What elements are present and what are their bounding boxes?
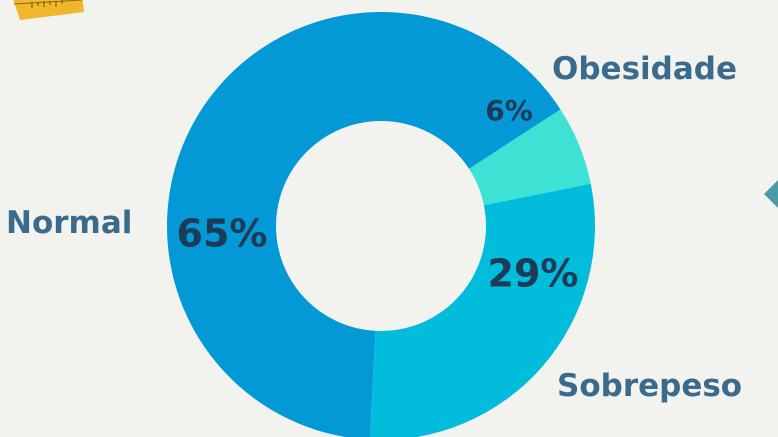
category-label-sobrepeso: Sobrepeso	[557, 368, 743, 404]
slice-obesidade	[469, 109, 591, 206]
value-label-obesidade: 6%	[485, 94, 533, 127]
category-label-obesidade: Obesidade	[552, 51, 737, 87]
slice-normal	[167, 12, 561, 437]
value-label-sobrepeso: 29%	[488, 252, 579, 296]
category-label-normal: Normal	[6, 205, 133, 241]
chevron-left-icon	[764, 180, 778, 208]
slice-sobrepeso	[369, 183, 595, 437]
value-label-normal: 65%	[177, 212, 268, 256]
measuring-tape-icon	[13, 0, 84, 20]
